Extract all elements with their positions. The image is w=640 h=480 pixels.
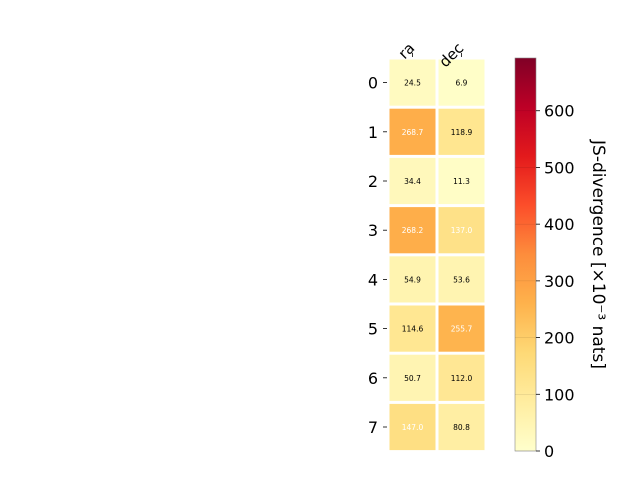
row-labels: 0 1 2 3 4 5 6 7 bbox=[368, 74, 387, 437]
heatmap-cell bbox=[438, 157, 485, 205]
cell-value-label: 24.5 bbox=[404, 79, 421, 88]
heatmap-cells: 24.5 6.9 268.7 118.9 34.4 11.3 268.2 137.0 54.9 5… bbox=[389, 59, 485, 451]
heatmap-cell bbox=[389, 305, 436, 352]
heatmap-cell bbox=[438, 354, 485, 401]
heatmap-cell bbox=[438, 256, 485, 303]
cell-value-label: 112.0 bbox=[451, 374, 473, 383]
cell-value-label: 147.0 bbox=[402, 423, 424, 432]
heatmap-cell bbox=[438, 403, 485, 451]
heatmap-cell bbox=[438, 108, 485, 155]
colorbar-tick-label: 500 bbox=[544, 158, 575, 177]
heatmap-cell bbox=[389, 403, 436, 451]
cell-value-label: 6.9 bbox=[456, 79, 468, 88]
cell-value-label: 268.7 bbox=[402, 128, 424, 137]
row-label: 4 bbox=[368, 270, 378, 289]
heatmap-cell bbox=[438, 207, 485, 254]
cell-value-label: 53.6 bbox=[453, 275, 470, 284]
row-label: 7 bbox=[368, 418, 378, 437]
cell-value-label: 137.0 bbox=[451, 226, 473, 235]
cell-value-label: 80.8 bbox=[453, 423, 470, 432]
cell-value-label: 114.6 bbox=[402, 325, 424, 334]
row-label: 5 bbox=[368, 320, 378, 339]
cell-value-label: 54.9 bbox=[404, 275, 421, 284]
colorbar-label: JS-divergence [×10⁻³ nats] bbox=[588, 139, 608, 369]
heatmap-cell bbox=[438, 59, 485, 106]
colorbar-tick-label: 100 bbox=[544, 385, 575, 404]
colorbar-tick-label: 300 bbox=[544, 272, 575, 291]
colorbar-tick-label: 600 bbox=[544, 102, 575, 121]
colorbar-tick-label: 400 bbox=[544, 215, 575, 234]
colorbar-tick-label: 200 bbox=[544, 329, 575, 348]
heatmap-cell bbox=[389, 207, 436, 254]
cell-value-label: 50.7 bbox=[404, 374, 421, 383]
heatmap-cell bbox=[389, 256, 436, 303]
heatmap-cell bbox=[389, 108, 436, 155]
row-label: 0 bbox=[368, 74, 378, 93]
heatmap-cell bbox=[389, 157, 436, 205]
colorbar: 0 100 200 300 400 500 600 JS-divergence [×10⁻³ … bbox=[514, 57, 608, 461]
cell-value-label: 118.9 bbox=[451, 128, 473, 137]
heatmap-cell bbox=[438, 305, 485, 352]
row-label: 3 bbox=[368, 221, 378, 240]
colorbar-tick-label: 0 bbox=[544, 442, 554, 461]
cell-value-label: 11.3 bbox=[453, 177, 470, 186]
cell-value-label: 255.7 bbox=[451, 325, 473, 334]
row-label: 6 bbox=[368, 369, 378, 388]
cell-value-label: 34.4 bbox=[404, 177, 421, 186]
heatmap-cell bbox=[389, 59, 436, 106]
colorbar-gradient bbox=[514, 57, 537, 452]
column-label: ra bbox=[395, 39, 419, 63]
row-label: 1 bbox=[368, 123, 378, 142]
cell-value-label: 268.2 bbox=[402, 226, 424, 235]
heatmap-cell bbox=[389, 354, 436, 401]
row-label: 2 bbox=[368, 172, 378, 191]
